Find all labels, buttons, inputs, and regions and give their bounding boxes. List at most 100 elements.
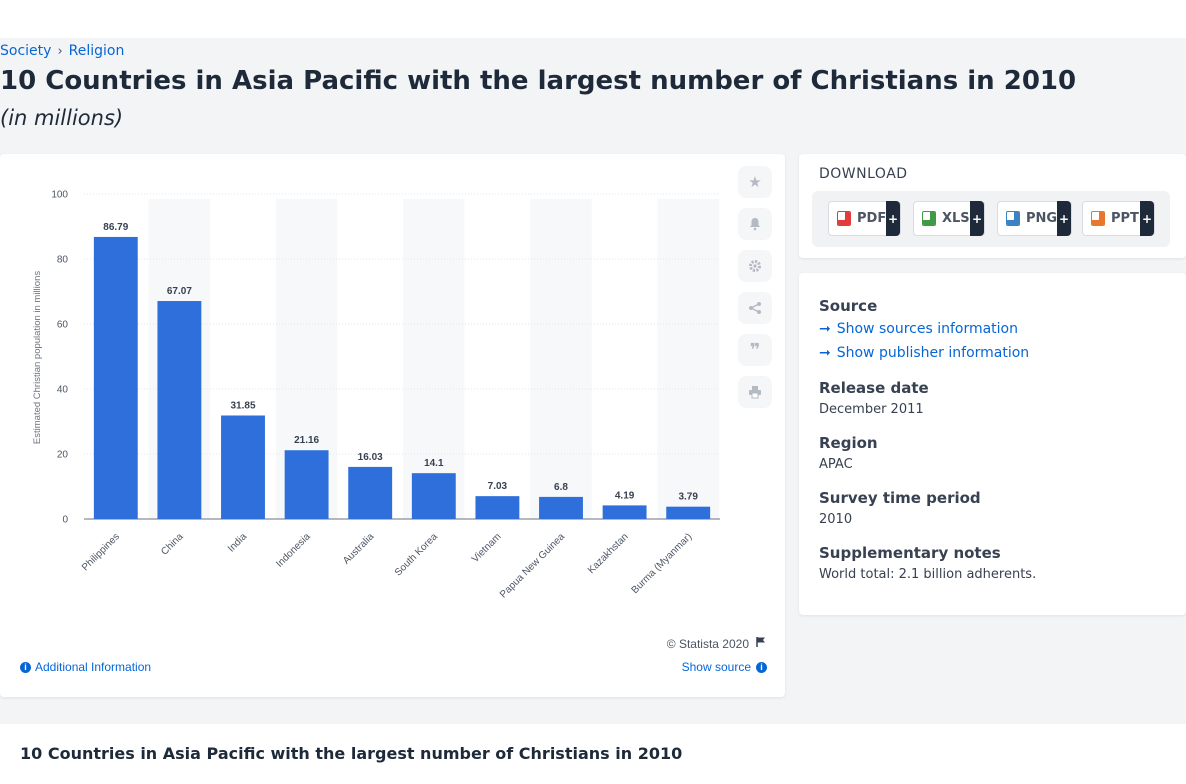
download-pdf-label: PDF [857,211,887,226]
pdf-file-icon [837,211,851,226]
data-label: 3.79 [678,492,698,503]
data-label: 86.79 [103,222,128,233]
data-label: 14.1 [424,458,444,469]
breadcrumb-society-link[interactable]: Society [0,43,52,59]
download-bar: PDF + XLS + PNG + PPT + [812,191,1170,247]
page-title: 10 Countries in Asia Pacific with the la… [0,66,1077,96]
x-tick-label: Burma (Myanmar) [630,531,695,596]
show-publisher-label: Show publisher information [836,345,1030,361]
bar [602,505,647,519]
show-sources-link[interactable]: ➞ Show sources information [819,321,1018,337]
additional-information-label: Additional Information [35,660,152,674]
x-tick-label: China [159,531,186,558]
copyright-notice: © Statista 2020 [667,636,767,651]
download-xls-button[interactable]: XLS + [913,201,985,236]
survey-period-value: 2010 [819,512,853,527]
x-tick-label: Papua New Guinea [498,531,567,600]
bar [539,496,583,519]
y-tick-label: 20 [57,450,69,461]
bar [284,450,329,519]
breadcrumb: Society › Religion [0,43,124,59]
y-tick-label: 40 [57,385,69,396]
region-label: Region [819,434,878,452]
download-png-label: PNG [1026,211,1058,226]
ppt-file-icon [1091,211,1105,226]
xls-file-icon [922,211,936,226]
y-tick-label: 100 [51,190,68,201]
bar [157,301,202,519]
bottom-section-title: 10 Countries in Asia Pacific with the la… [20,744,683,763]
x-tick-label: Australia [341,531,377,567]
release-date-label: Release date [819,379,929,397]
bar [411,473,456,519]
bar [221,415,265,519]
settings-gear-icon[interactable] [738,250,772,282]
cite-quote-icon[interactable]: ❞ [738,334,772,366]
data-label: 31.85 [230,400,255,411]
share-icon[interactable] [738,292,772,324]
bar [475,496,520,519]
download-pdf-button[interactable]: PDF + [828,201,901,236]
y-tick-label: 60 [57,320,69,331]
x-tick-label: Vietnam [470,531,504,565]
top-bar [0,0,1186,38]
chart-card: 0 20 40 60 80 100 Estimated Christian populati… [0,154,785,697]
info-icon: i [756,661,767,673]
flag-icon[interactable] [755,636,767,651]
bar [666,506,711,519]
download-card: DOWNLOAD PDF + XLS + PNG + PPT + [799,154,1186,258]
show-source-label: Show source [681,660,751,674]
x-tick-label: India [226,531,249,554]
xls-plus-icon[interactable]: + [970,201,984,236]
data-label: 7.03 [488,481,508,492]
copyright-text: © Statista 2020 [666,636,749,651]
bar [93,236,138,519]
arrow-right-icon: ➞ [819,321,831,337]
print-icon[interactable] [738,376,772,408]
breadcrumb-religion-link[interactable]: Religion [68,43,125,59]
column-band [403,199,465,519]
x-tick-label: South Korea [393,531,440,578]
additional-information-link[interactable]: i Additional Information [20,660,151,674]
column-band [530,199,592,519]
data-label: 4.19 [615,490,635,501]
x-tick-label: Philippines [80,531,122,573]
page-subtitle: (in millions) [0,106,124,130]
png-plus-icon[interactable]: + [1057,201,1071,236]
y-tick-label: 0 [62,515,68,526]
breadcrumb-separator: › [57,43,63,59]
ppt-plus-icon[interactable]: + [1140,201,1154,236]
chart-tools: ★ ❞ [738,166,772,408]
source-label: Source [819,297,878,315]
download-ppt-label: PPT [1111,211,1139,226]
supplementary-notes-label: Supplementary notes [819,544,1001,562]
show-sources-label: Show sources information [836,321,1018,337]
download-xls-label: XLS [942,211,970,226]
bar-chart: 0 20 40 60 80 100 Estimated Christian populati… [32,190,720,600]
info-icon: i [20,661,31,673]
statistic-details-card: Source ➞ Show sources information ➞ Show… [799,273,1186,615]
bar [348,466,393,519]
supplementary-notes-value: World total: 2.1 billion adherents. [819,567,1037,582]
show-source-link[interactable]: Show source i [682,660,767,674]
download-ppt-button[interactable]: PPT + [1082,201,1155,236]
x-tick-label: Kazakhstan [586,531,631,576]
notification-bell-icon[interactable] [738,208,772,240]
survey-period-label: Survey time period [819,489,981,507]
y-axis-label: Estimated Christian population in millio… [32,271,43,444]
bottom-section: 10 Countries in Asia Pacific with the la… [0,724,1186,784]
region-value: APAC [819,457,853,472]
x-tick-label: Indonesia [274,531,313,570]
png-file-icon [1006,211,1020,226]
download-heading: DOWNLOAD [819,166,908,182]
download-png-button[interactable]: PNG + [997,201,1072,236]
data-label: 21.16 [294,435,319,446]
y-tick-label: 80 [57,255,69,266]
release-date-value: December 2011 [819,402,924,417]
favorite-star-icon[interactable]: ★ [738,166,772,198]
arrow-right-icon: ➞ [819,345,831,361]
show-publisher-link[interactable]: ➞ Show publisher information [819,345,1029,361]
pdf-plus-icon[interactable]: + [886,201,900,236]
data-label: 6.8 [554,482,568,493]
data-label: 67.07 [167,286,192,297]
